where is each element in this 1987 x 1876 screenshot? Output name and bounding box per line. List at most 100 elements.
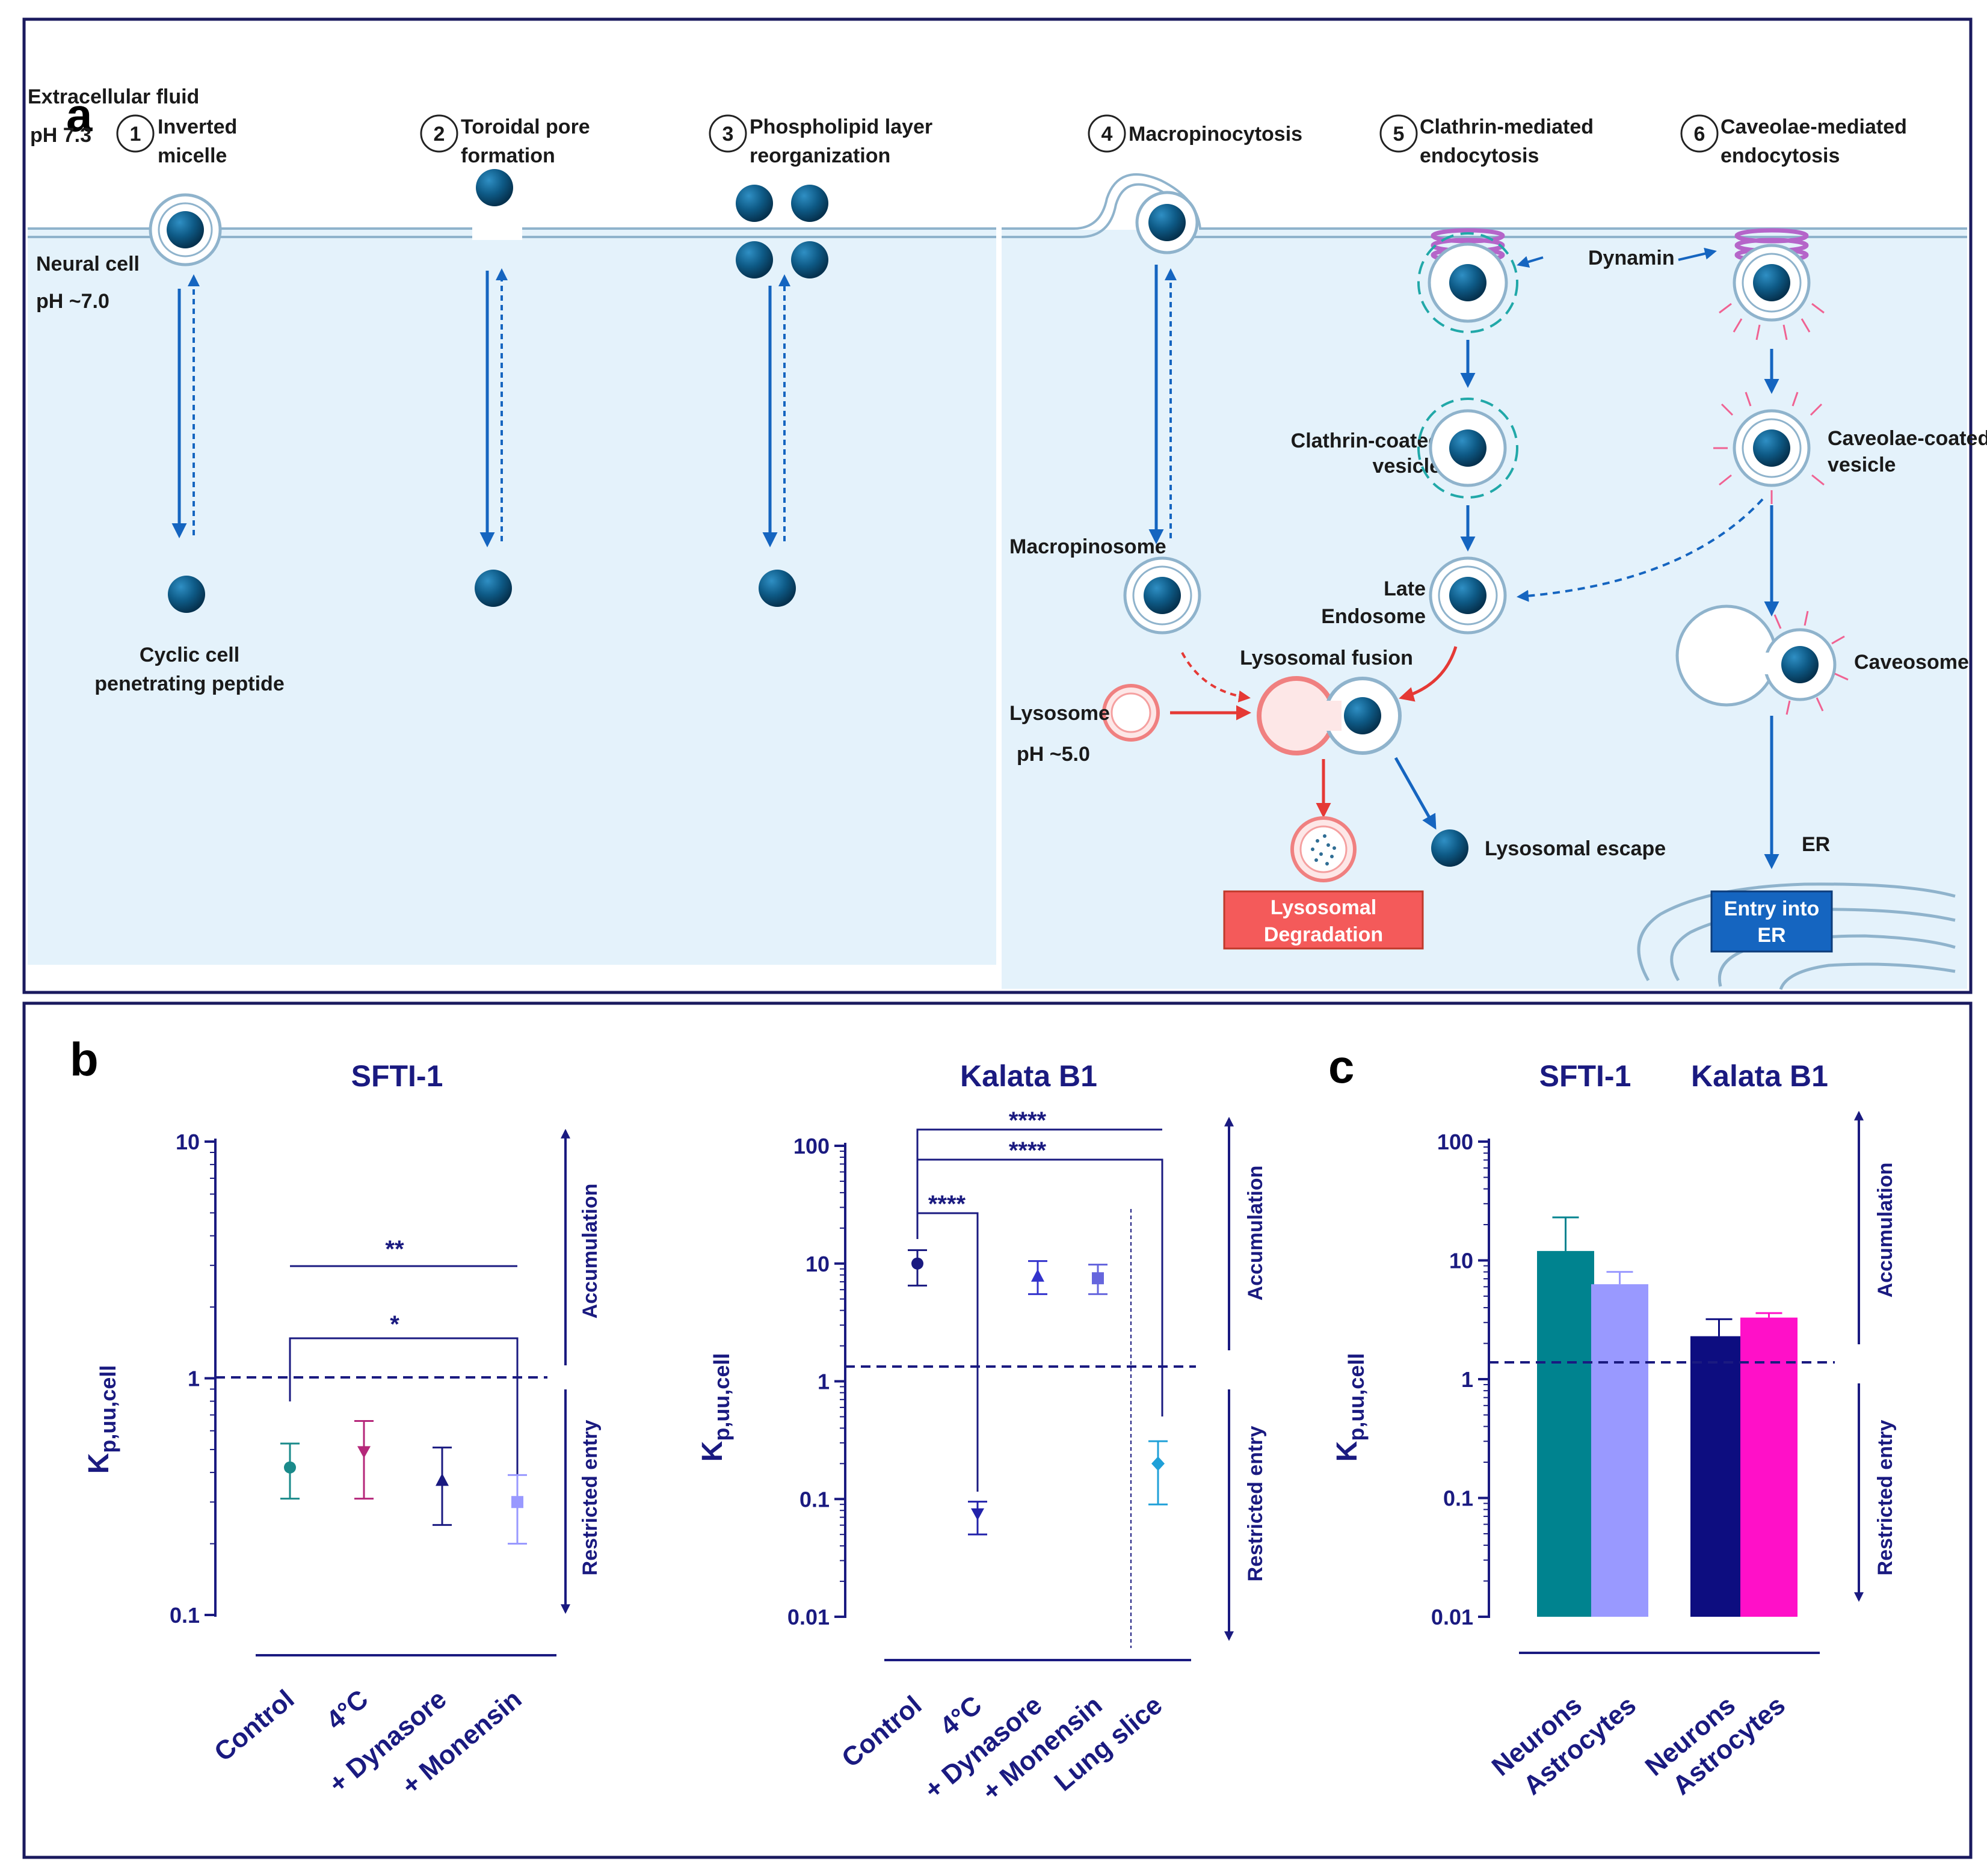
- lysosome: [1102, 684, 1160, 742]
- entry-er-label-2: ER: [1757, 924, 1785, 947]
- neural-cell-label: Neural cell: [36, 253, 140, 275]
- bar: [1740, 1317, 1798, 1617]
- escaped-peptide: [1431, 829, 1468, 867]
- caveolae-coated-vesicle: [1713, 392, 1825, 504]
- data-point: [1151, 1456, 1165, 1471]
- mechanism-6: 6 Caveolae-mediated endocytosis: [1680, 114, 1907, 167]
- lysosomal-fusion-complex: [1257, 676, 1402, 755]
- entry-er-label: Entry into: [1724, 897, 1820, 920]
- entry-into-er-box: [1710, 890, 1833, 953]
- toroidal-pore: [472, 226, 522, 240]
- extracellular-label: Extracellular fluid: [28, 85, 199, 108]
- restricted-entry-label: Restricted entry: [1244, 1425, 1267, 1581]
- chart-cell-types: SFTI-1 Kalata B1 Kp,uu,cell 0.01 0.1 1 10 10…: [1331, 1059, 1897, 1801]
- clathrin-vesicle-label: Clathrin-coated: [1291, 429, 1441, 452]
- restricted-entry-label: Restricted entry: [1874, 1419, 1897, 1575]
- macropinosome-label: Macropinosome: [1009, 535, 1166, 558]
- svg-text:1: 1: [130, 123, 141, 146]
- significance-bracket: [916, 1158, 1163, 1416]
- lysosome-label: Lysosome: [1009, 702, 1110, 725]
- arrow-caveolae-to-endosome: [1517, 498, 1764, 602]
- mechanism-2: 2 Toroidal pore formation: [420, 114, 590, 167]
- bar: [1537, 1250, 1594, 1617]
- degradation-label: Lysosomal: [1271, 896, 1376, 919]
- bar: [1690, 1336, 1748, 1617]
- data-point: [1092, 1272, 1104, 1285]
- neural-cell-ph: pH ~7.0: [36, 290, 109, 313]
- inverted-micelle: [149, 193, 222, 266]
- series-title-kalata-b1: Kalata B1: [1691, 1059, 1828, 1093]
- significance-label: **: [385, 1236, 404, 1262]
- caveosome: [1675, 604, 1849, 715]
- degradation-label-2: Degradation: [1264, 923, 1383, 946]
- svg-text:5: 5: [1393, 123, 1405, 146]
- y-tick-label: 1: [1461, 1367, 1473, 1392]
- mechanism-3: 3 Phospholipid layer reorganization: [709, 114, 932, 167]
- data-point: [284, 1461, 296, 1474]
- y-tick-label: 100: [1437, 1130, 1473, 1154]
- caveolae-vesicle-label-2: vesicle: [1828, 454, 1896, 476]
- accumulation-label: Accumulation: [1874, 1163, 1897, 1298]
- peptide-ball: [476, 169, 513, 206]
- y-tick-label: 0.1: [799, 1487, 830, 1512]
- data-point: [911, 1257, 923, 1270]
- chart-title: SFTI-1: [351, 1059, 443, 1093]
- significance-label: ****: [928, 1191, 966, 1217]
- svg-text:6: 6: [1694, 123, 1705, 146]
- svg-text:formation: formation: [461, 144, 555, 167]
- y-tick-label: 1: [188, 1367, 200, 1391]
- arrow-lysosomal-escape: [1394, 757, 1437, 830]
- y-tick-label: 1: [818, 1370, 830, 1394]
- dynamin-arrow-right: [1678, 247, 1717, 261]
- mechanism-4: 4 Macropinocytosis: [1088, 114, 1302, 153]
- caveolae-vesicle-label: Caveolae-coated: [1828, 427, 1987, 450]
- lysosomal-escape-label: Lysosomal escape: [1485, 837, 1666, 860]
- y-axis-label: Kp,uu,cell: [1331, 1353, 1369, 1462]
- y-axis-label: Kp,uu,cell: [697, 1353, 734, 1462]
- y-tick-label: 10: [176, 1130, 200, 1154]
- y-tick-label: 0.1: [1443, 1486, 1473, 1511]
- y-tick-label: 0.01: [787, 1605, 830, 1629]
- y-tick-label: 10: [806, 1252, 830, 1276]
- mechanism-5: 5 Clathrin-mediated endocytosis: [1379, 114, 1594, 167]
- y-axis-label: Kp,uu,cell: [83, 1365, 120, 1474]
- clathrin-vesicle-label-2: vesicle: [1373, 455, 1441, 478]
- lysosomal-fusion-label: Lysosomal fusion: [1240, 647, 1413, 669]
- svg-text:Phospholipid layer: Phospholipid layer: [750, 115, 932, 138]
- svg-text:Inverted: Inverted: [158, 115, 237, 138]
- caveosome-label: Caveosome: [1854, 651, 1969, 674]
- panel-a-label: a: [66, 88, 93, 141]
- bar: [1591, 1284, 1648, 1617]
- peptide-ball: [475, 570, 512, 607]
- panel-c-label: c: [1328, 1040, 1354, 1093]
- chart-title: Kalata B1: [960, 1059, 1097, 1093]
- data-point: [971, 1508, 984, 1521]
- cyclic-peptide-label: Cyclic cell: [140, 644, 239, 666]
- svg-text:3: 3: [722, 123, 734, 146]
- degraded-lysosome: [1290, 816, 1357, 882]
- peptide-ball: [168, 576, 205, 613]
- svg-text:Clathrin-mediated: Clathrin-mediated: [1420, 115, 1594, 138]
- accumulation-label: Accumulation: [579, 1184, 602, 1319]
- y-tick-label: 100: [793, 1134, 830, 1158]
- caveolae-pit: [1719, 244, 1825, 340]
- svg-text:Caveolae-mediated: Caveolae-mediated: [1721, 115, 1907, 138]
- er-label: ER: [1802, 833, 1830, 856]
- svg-text:endocytosis: endocytosis: [1721, 144, 1840, 167]
- panel-b-label: b: [70, 1033, 99, 1086]
- late-endosome-label-2: Endosome: [1321, 605, 1426, 628]
- lysosome-ph: pH ~5.0: [1017, 743, 1090, 766]
- svg-text:Toroidal pore: Toroidal pore: [461, 115, 590, 138]
- panel-a: a Extracellular fluid pH 7.3 Neural cell…: [22, 17, 1987, 994]
- mechanism-1: 1 Inverted micelle: [116, 114, 237, 167]
- svg-text:endocytosis: endocytosis: [1420, 144, 1539, 167]
- y-tick-label: 0.1: [170, 1603, 200, 1628]
- y-tick-label: 0.01: [1431, 1605, 1473, 1629]
- macropinosome: [1123, 556, 1201, 635]
- significance-label: ****: [1009, 1107, 1047, 1134]
- clathrin-coated-vesicle: [1417, 398, 1518, 499]
- data-point: [357, 1446, 371, 1459]
- peptide-ball: [759, 570, 796, 607]
